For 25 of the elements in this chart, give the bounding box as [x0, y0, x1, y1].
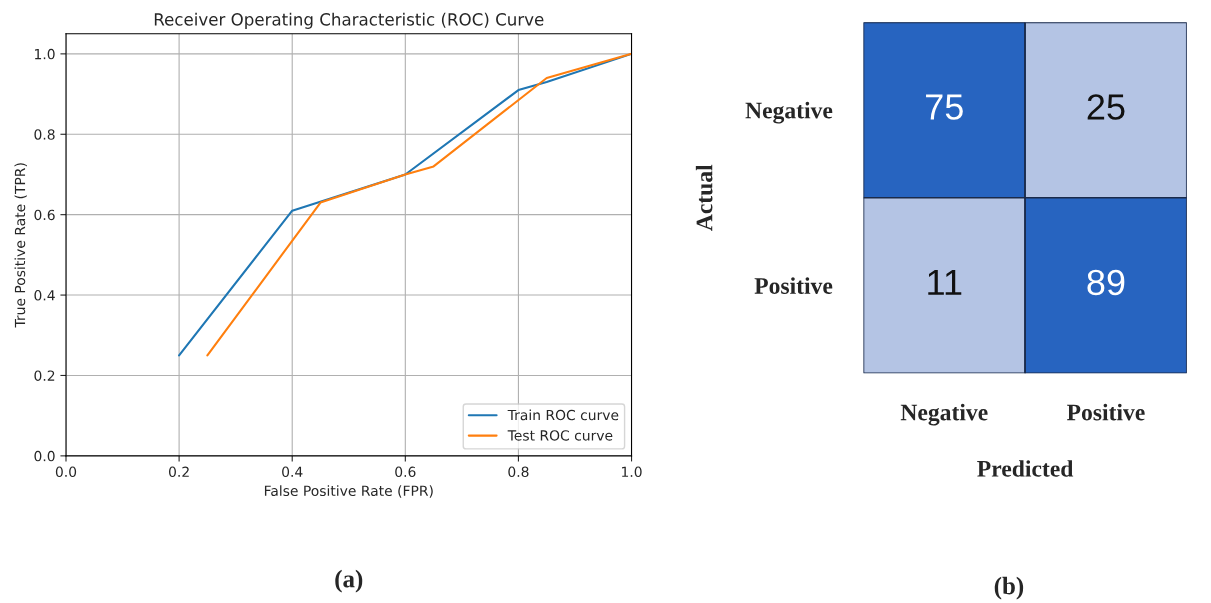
text: (a) — [335, 569, 363, 593]
y-tick-label: 0.2 — [34, 370, 55, 381]
x-tick-label: 0.8 — [508, 466, 529, 478]
data-label: 75 — [926, 94, 963, 120]
data-label: 25 — [1087, 94, 1125, 120]
chart-title: Receiver Operating Characteristic (ROC) Curve — [154, 12, 544, 29]
x-axis-title: Predicted — [977, 460, 1074, 477]
data-label: 89 — [1087, 269, 1125, 296]
y-axis-title: True Positive Rate (TPR) — [14, 163, 27, 328]
x-tick-label: 0.2 — [168, 466, 189, 478]
y-tick-label: 0.4 — [34, 290, 55, 301]
y-tick-label: 0.0 — [34, 450, 55, 462]
x-tick-label: 0.0 — [55, 466, 77, 478]
legend-label: Test ROC curve — [507, 430, 613, 441]
legend-label: Train ROC curve — [507, 409, 619, 421]
y-tick-label: 0.6 — [34, 209, 55, 221]
y-axis-title: Actual — [695, 164, 713, 231]
x-tick-label: 0.6 — [395, 466, 416, 478]
x-tick-label: 1.0 — [622, 466, 642, 478]
data-label: 11 — [928, 270, 962, 295]
y-tick-label: 1.0 — [35, 48, 55, 60]
y-tick-label: 0.8 — [34, 129, 55, 140]
x-axis-title: False Positive Rate (FPR) — [264, 485, 433, 498]
text: (b) — [994, 576, 1024, 600]
x-tick-label: 0.4 — [282, 466, 303, 478]
